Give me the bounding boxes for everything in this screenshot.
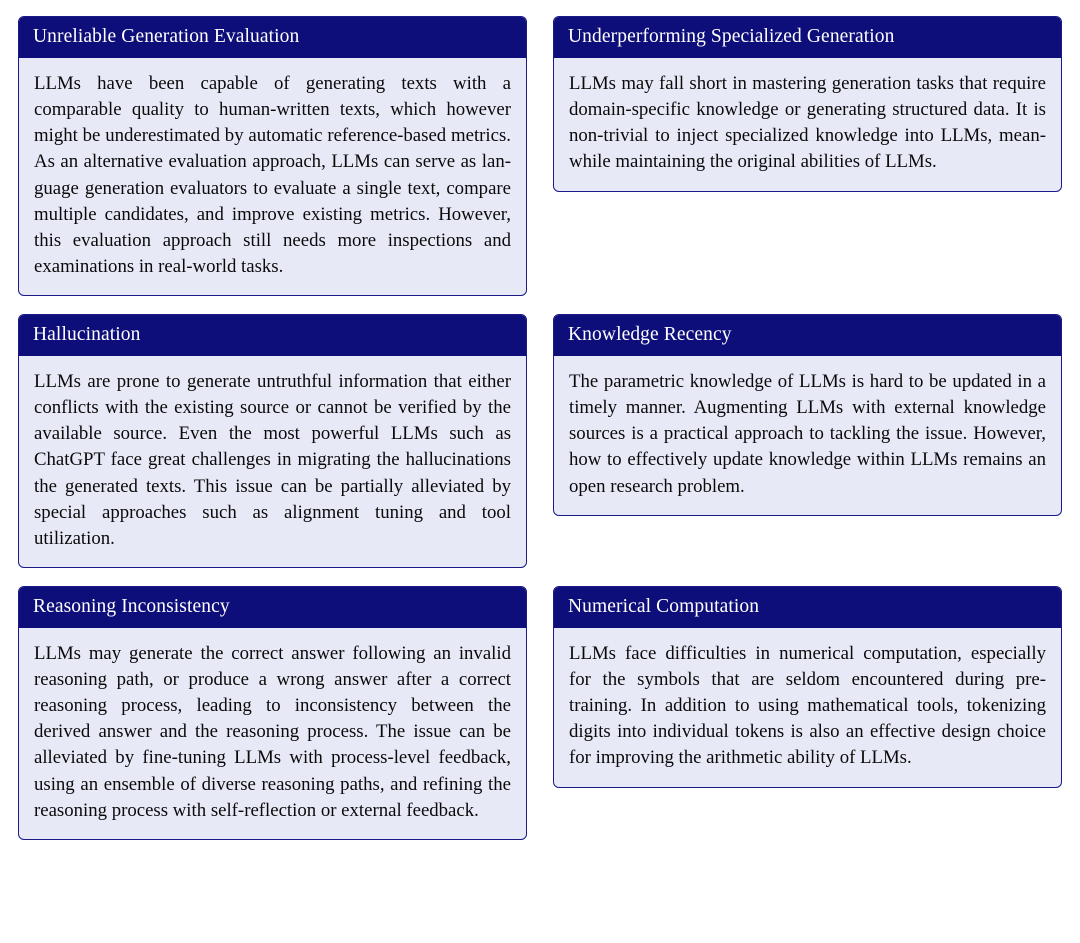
card-grid: Unreliable Generation Evaluation LLMs ha… (18, 16, 1062, 840)
card-numerical-computation: Numerical Computation LLMs face difficul… (553, 586, 1062, 788)
card-header: Reasoning Inconsistency (19, 587, 526, 628)
card-body: LLMs are prone to generate untruthful in… (19, 356, 526, 567)
card-body: LLMs have been capable of generating tex… (19, 58, 526, 295)
card-body: LLMs face difficulties in numerical comp… (554, 628, 1061, 787)
card-header: Unreliable Generation Evaluation (19, 17, 526, 58)
card-reasoning-inconsistency: Reasoning Inconsistency LLMs may generat… (18, 586, 527, 840)
card-body: The parametric knowledge of LLMs is hard… (554, 356, 1061, 515)
card-body: LLMs may generate the correct answer fol… (19, 628, 526, 839)
card-header: Numerical Computation (554, 587, 1061, 628)
card-underperforming-specialized: Underperforming Specialized Generation L… (553, 16, 1062, 192)
card-body: LLMs may fall short in mastering generat… (554, 58, 1061, 191)
card-header: Underperforming Specialized Generation (554, 17, 1061, 58)
card-knowledge-recency: Knowledge Recency The parametric knowled… (553, 314, 1062, 516)
card-unreliable-eval: Unreliable Generation Evaluation LLMs ha… (18, 16, 527, 296)
card-header: Hallucination (19, 315, 526, 356)
card-header: Knowledge Recency (554, 315, 1061, 356)
card-hallucination: Hallucination LLMs are prone to generate… (18, 314, 527, 568)
